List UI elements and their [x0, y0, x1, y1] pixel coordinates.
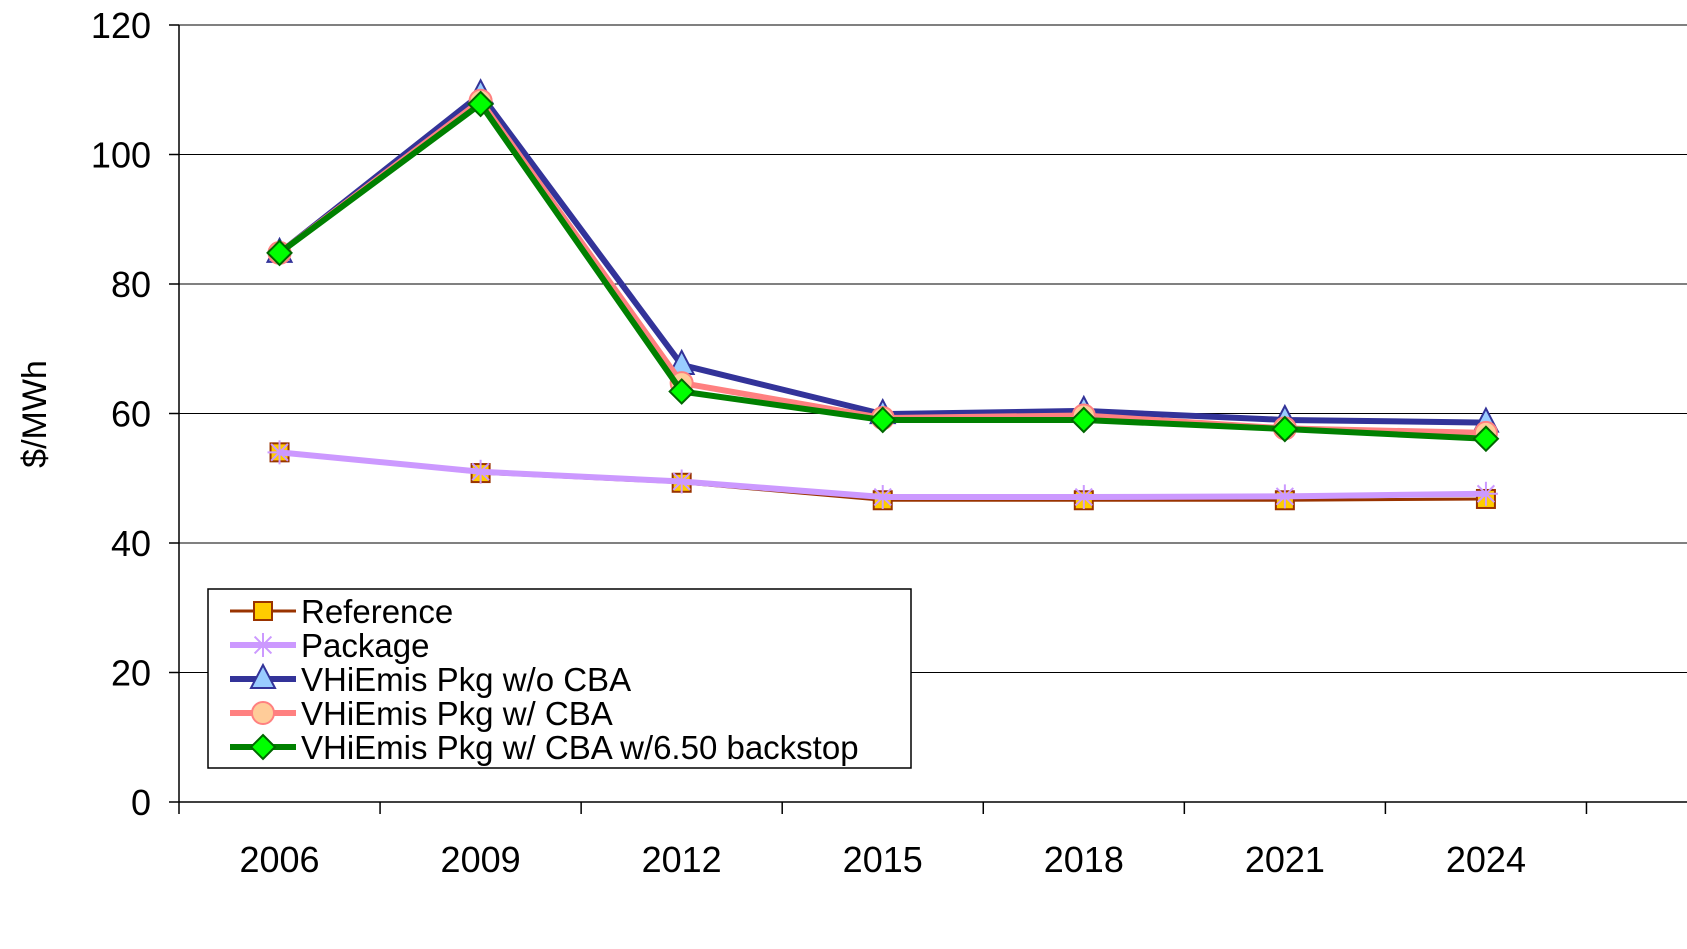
x-tick-label: 2021	[1245, 839, 1325, 880]
data-point	[1473, 481, 1498, 506]
y-tick-label: 80	[111, 264, 151, 305]
y-tick-label: 40	[111, 523, 151, 564]
y-tick-label: 60	[111, 394, 151, 435]
x-tick-label: 2015	[843, 839, 923, 880]
legend-marker	[251, 633, 275, 657]
x-tick-label: 2024	[1446, 839, 1526, 880]
legend-label: VHiEmis Pkg w/ CBA w/6.50 backstop	[301, 729, 859, 766]
legend-label: VHiEmis Pkg w/ CBA	[301, 695, 613, 732]
data-point	[870, 485, 895, 510]
legend-box	[207, 588, 912, 769]
legend-label: Package	[301, 627, 429, 664]
data-point	[869, 406, 897, 434]
series-line	[277, 97, 1487, 436]
legend-label: VHiEmis Pkg w/o CBA	[301, 661, 631, 698]
legend-marker	[249, 733, 277, 761]
series-group	[265, 78, 1500, 511]
series-4	[266, 90, 1500, 453]
data-point	[467, 90, 495, 118]
legend-label: Reference	[301, 593, 453, 630]
legend-marker	[251, 701, 275, 725]
data-point	[669, 469, 694, 494]
legend-marker	[249, 662, 277, 689]
legend-marker	[253, 601, 273, 621]
y-tick-label: 0	[131, 782, 151, 823]
axes: 0 20 40 60 80 100 120 2006 2009 2012 2015 2018 2021 2…	[91, 5, 1687, 880]
y-tick-label: 120	[91, 5, 151, 46]
x-tick-label: 2009	[441, 839, 521, 880]
data-point	[468, 459, 493, 484]
x-tick-label: 2006	[239, 839, 319, 880]
data-point	[1070, 406, 1098, 434]
y-tick-label: 100	[91, 135, 151, 176]
series-3	[267, 88, 1498, 445]
data-point	[1272, 484, 1297, 509]
data-point	[1472, 425, 1500, 453]
series-1	[267, 440, 1498, 510]
series-2	[265, 78, 1500, 433]
y-tick-label: 20	[111, 653, 151, 694]
series-line	[277, 91, 1486, 426]
data-point	[1071, 485, 1096, 510]
data-point	[668, 378, 696, 405]
data-point	[1271, 415, 1299, 443]
x-tick-label: 2018	[1044, 839, 1124, 880]
data-point	[267, 440, 292, 465]
y-axis-title: $/MWh	[16, 360, 54, 468]
data-point	[266, 239, 293, 267]
x-tick-label: 2012	[642, 839, 722, 880]
gridlines	[179, 24, 1687, 673]
